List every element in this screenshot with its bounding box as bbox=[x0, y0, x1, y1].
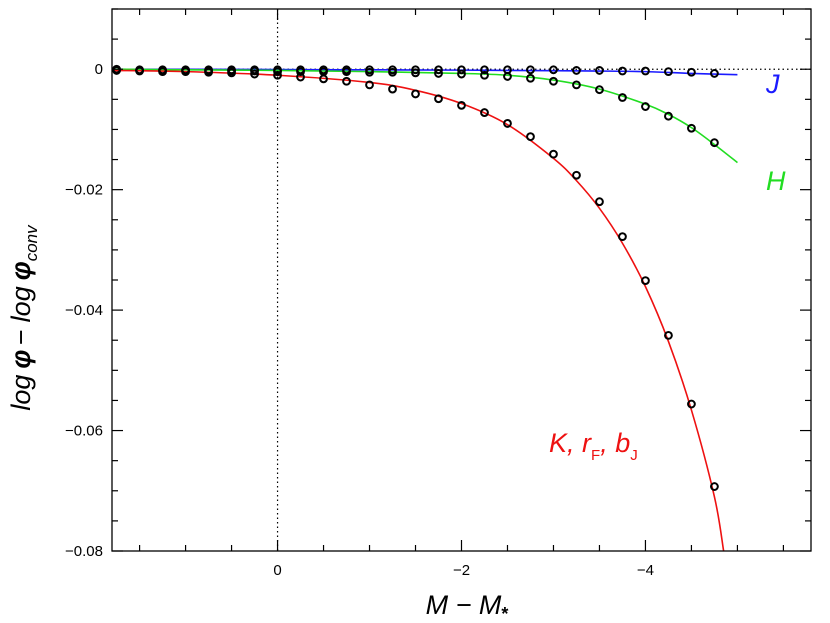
data-point-J bbox=[457, 65, 466, 75]
data-point-J bbox=[710, 69, 719, 78]
data-point-H bbox=[595, 85, 604, 95]
data-point-K bbox=[549, 149, 558, 159]
data-point-K bbox=[227, 68, 236, 78]
data-point-K bbox=[572, 170, 581, 180]
data-point-H bbox=[342, 67, 351, 77]
reference-lines bbox=[112, 9, 811, 551]
plot-frame bbox=[111, 8, 812, 552]
y-tick-label: −0.08 bbox=[65, 543, 103, 560]
data-point-K bbox=[388, 84, 397, 94]
data-point-J bbox=[687, 67, 696, 77]
data-point-H bbox=[480, 70, 489, 80]
data-point-H bbox=[572, 80, 581, 90]
data-point-H bbox=[503, 72, 512, 81]
x-axis-title: M − M* bbox=[426, 590, 509, 623]
tick-labels: 0 −2 −4 0 −0.02 −0.04 −0.06 −0.08 bbox=[65, 61, 654, 579]
data-point-K bbox=[618, 232, 627, 242]
data-point-K bbox=[250, 69, 259, 79]
x-tick-label: −4 bbox=[637, 562, 654, 579]
data-point-H bbox=[250, 66, 259, 76]
data-point-H bbox=[641, 102, 650, 111]
data-point-K bbox=[503, 119, 512, 128]
data-point-J bbox=[411, 65, 420, 75]
y-tick-label: −0.02 bbox=[65, 182, 103, 199]
model-curves bbox=[112, 68, 738, 551]
data-point-J bbox=[641, 66, 650, 76]
data-point-J bbox=[618, 66, 627, 76]
data-point-H bbox=[365, 67, 374, 77]
data-point-H bbox=[296, 67, 305, 77]
data-point-H bbox=[618, 93, 627, 102]
data-point-H bbox=[687, 123, 696, 133]
data-point-K bbox=[664, 331, 673, 340]
data-point-K bbox=[273, 70, 282, 80]
series-label-J: J bbox=[765, 69, 780, 99]
data-point-J bbox=[526, 65, 535, 75]
series-line-K bbox=[112, 69, 725, 551]
x-tick-label: 0 bbox=[273, 562, 281, 579]
data-point-K bbox=[204, 67, 213, 77]
data-point-H bbox=[710, 138, 719, 148]
data-point-J bbox=[549, 65, 558, 75]
data-point-K bbox=[135, 66, 144, 76]
series-label-H: H bbox=[766, 166, 786, 196]
data-point-J bbox=[595, 66, 604, 75]
data-point-K bbox=[319, 74, 328, 84]
axis-ticks bbox=[112, 8, 811, 552]
data-point-K bbox=[365, 80, 374, 90]
data-point-H bbox=[388, 67, 397, 77]
data-point-K bbox=[595, 197, 604, 207]
data-point-K bbox=[342, 76, 351, 86]
data-point-K bbox=[641, 276, 650, 286]
data-point-K bbox=[457, 100, 466, 110]
x-tick-label: −2 bbox=[453, 562, 470, 579]
data-point-K bbox=[181, 67, 190, 77]
data-point-K bbox=[687, 399, 696, 409]
data-point-H bbox=[457, 69, 466, 79]
data-point-K bbox=[158, 67, 167, 77]
data-point-H bbox=[411, 68, 420, 78]
data-point-K bbox=[480, 108, 489, 117]
series-line-H bbox=[112, 68, 738, 164]
data-point-K bbox=[526, 132, 535, 142]
data-point-K bbox=[411, 89, 420, 99]
data-point-K bbox=[710, 482, 719, 491]
data-point-K bbox=[112, 66, 121, 75]
data-point-K bbox=[434, 94, 443, 104]
y-tick-label: 0 bbox=[95, 61, 103, 78]
data-point-J bbox=[572, 66, 581, 75]
y-axis-title: logφ− logφconv bbox=[6, 224, 41, 411]
y-tick-label: −0.04 bbox=[65, 302, 103, 319]
data-point-H bbox=[434, 69, 443, 78]
data-point-H bbox=[273, 67, 282, 77]
data-point-J bbox=[480, 65, 489, 75]
data-point-H bbox=[526, 73, 535, 83]
data-point-J bbox=[664, 67, 673, 77]
series-label-K-rF-bJ: K, rF, bJ bbox=[549, 428, 638, 464]
data-point-K bbox=[296, 72, 305, 82]
y-tick-label: −0.06 bbox=[65, 423, 103, 440]
data-points bbox=[112, 64, 719, 491]
data-point-H bbox=[549, 76, 558, 86]
data-point-J bbox=[434, 65, 443, 75]
data-point-H bbox=[664, 111, 673, 121]
